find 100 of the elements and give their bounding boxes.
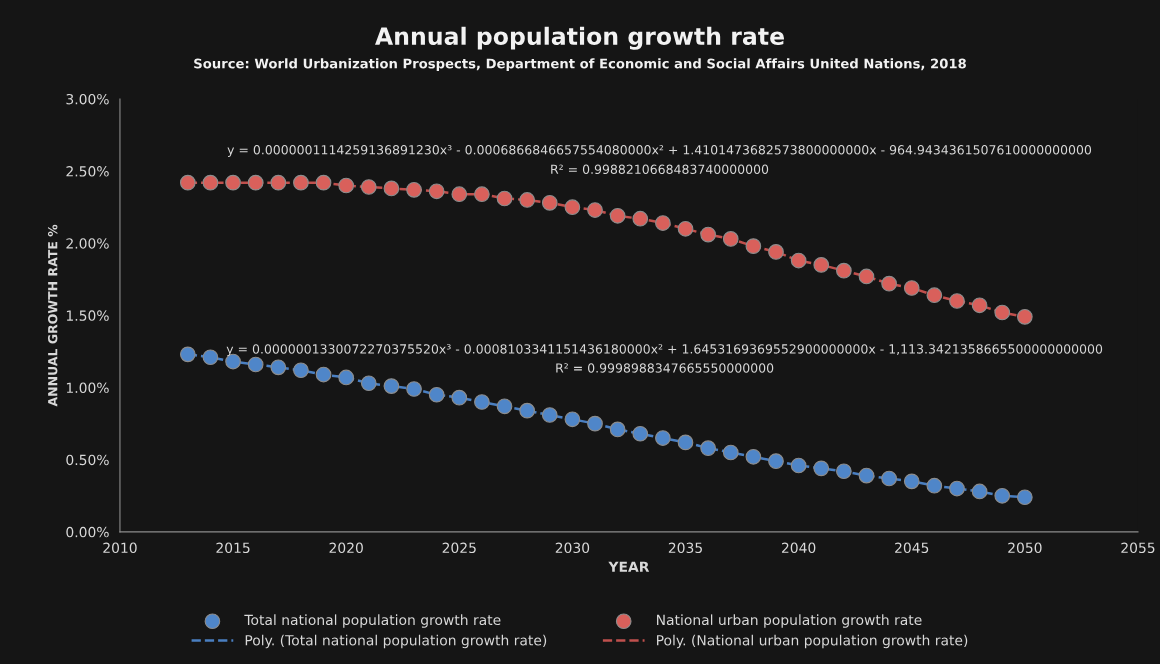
point	[745, 238, 762, 254]
x-tick-label: 2025	[442, 542, 476, 554]
annotation: R² = 0.9998988347665550000000	[556, 363, 774, 373]
point	[383, 180, 400, 197]
x-tick-label: 2050	[1008, 542, 1042, 554]
point	[519, 402, 535, 419]
point	[858, 467, 875, 484]
y-tick-label: 2.00%	[66, 238, 109, 249]
point	[790, 252, 807, 269]
x-tick-label: 2040	[781, 542, 816, 554]
point	[541, 195, 558, 211]
point	[655, 215, 671, 231]
legend-label: National urban population growth rate	[657, 614, 922, 628]
point	[293, 174, 309, 191]
point	[360, 179, 377, 195]
point	[1017, 309, 1033, 325]
point	[903, 280, 920, 296]
point	[225, 174, 241, 191]
point	[949, 480, 965, 497]
point	[247, 174, 264, 191]
point	[474, 394, 490, 410]
point	[564, 199, 581, 216]
x-tick-label: 2035	[668, 542, 702, 554]
annotation: y = 0.0000001330072270375520x³ - 0.0008103341151436180000x² + 1.6453169369552900000000x - 1,113.3421358665500000000000	[226, 344, 1103, 357]
y-tick-label: 0.50%	[66, 454, 109, 466]
point	[813, 460, 830, 477]
chart-title: Annual population growth rate	[375, 26, 784, 50]
point	[315, 174, 332, 191]
point	[609, 207, 626, 224]
x-axis-title: YEAR	[608, 561, 650, 572]
point	[971, 483, 988, 500]
x-tick-label: 2030	[555, 542, 590, 554]
point	[383, 378, 400, 394]
x-tick-label: 2020	[329, 542, 363, 554]
point	[338, 369, 355, 386]
point	[564, 411, 581, 428]
point	[858, 268, 875, 285]
point	[406, 381, 422, 397]
point	[428, 386, 445, 403]
point	[609, 421, 626, 438]
point	[768, 453, 784, 469]
point	[202, 174, 219, 191]
point	[474, 186, 490, 203]
x-tick-label: 2015	[216, 542, 250, 554]
point	[903, 473, 920, 490]
annotation: R² = 0.9988210668483740000000	[551, 164, 769, 174]
x-tick-label: 2045	[895, 542, 929, 554]
point	[722, 231, 739, 247]
point	[451, 389, 468, 406]
point	[836, 463, 852, 480]
point	[293, 362, 309, 379]
point	[451, 186, 468, 203]
point	[700, 440, 716, 457]
point	[315, 366, 332, 383]
point	[994, 487, 1011, 504]
y-tick-label: 1.00%	[66, 382, 109, 394]
legend-label: Poly. (National urban population growth rate)	[657, 634, 968, 649]
point	[677, 220, 694, 237]
point	[722, 444, 739, 461]
chart-subtitle: Source: World Urbanization Prospects, Department of Economic and Social Affairs United Nations, 2018	[194, 58, 966, 72]
point	[202, 349, 219, 366]
point	[632, 425, 649, 442]
legend-label: Total national population growth rate	[244, 614, 501, 628]
point	[768, 244, 784, 260]
point	[587, 202, 603, 218]
point	[881, 470, 897, 487]
point	[632, 210, 649, 227]
y-tick-label: 0.00%	[66, 526, 109, 538]
point	[519, 192, 535, 208]
point	[247, 356, 264, 373]
point	[496, 398, 513, 415]
point	[360, 375, 377, 392]
x-tick-label: 2010	[103, 542, 137, 554]
point	[655, 430, 671, 446]
point	[587, 415, 603, 432]
point	[926, 287, 943, 304]
point	[926, 477, 943, 494]
point	[541, 407, 558, 423]
annotation: y = 0.0000001114259136891230x³ - 0.0006866846657554080000x² + 1.4101473682573800000000x - 964.9434361507610000000000	[227, 145, 1092, 157]
x-tick-label: 2055	[1121, 542, 1155, 554]
y-tick-label: 3.00%	[66, 93, 109, 105]
point	[971, 297, 988, 314]
y-tick-label: 1.50%	[66, 310, 109, 321]
point	[949, 293, 965, 309]
point	[406, 182, 422, 198]
point	[428, 183, 445, 200]
point	[270, 359, 287, 376]
point	[836, 262, 852, 279]
point	[881, 275, 897, 292]
point	[994, 304, 1011, 321]
point	[745, 448, 762, 465]
point	[270, 174, 287, 191]
point	[813, 257, 830, 273]
point	[179, 346, 196, 363]
point	[496, 190, 513, 207]
y-axis-title: ANNUAL GROWTH RATE %	[47, 224, 58, 407]
y-tick-label: 2.50%	[66, 166, 109, 177]
point	[338, 177, 355, 194]
point	[790, 457, 807, 474]
point	[179, 174, 196, 191]
